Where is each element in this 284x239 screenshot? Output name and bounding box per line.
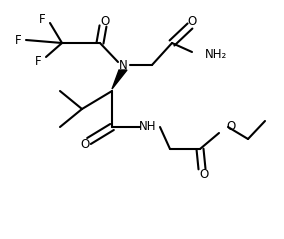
Text: N: N [119,59,128,71]
Text: F: F [39,12,45,26]
Text: NH₂: NH₂ [205,48,227,60]
Text: O: O [80,138,90,152]
Text: F: F [35,54,41,67]
Text: O: O [199,168,209,180]
Text: O: O [226,120,235,134]
Polygon shape [112,70,127,89]
Text: NH: NH [139,120,157,134]
Text: F: F [15,33,21,47]
Text: O: O [187,15,197,27]
Text: O: O [100,15,110,27]
